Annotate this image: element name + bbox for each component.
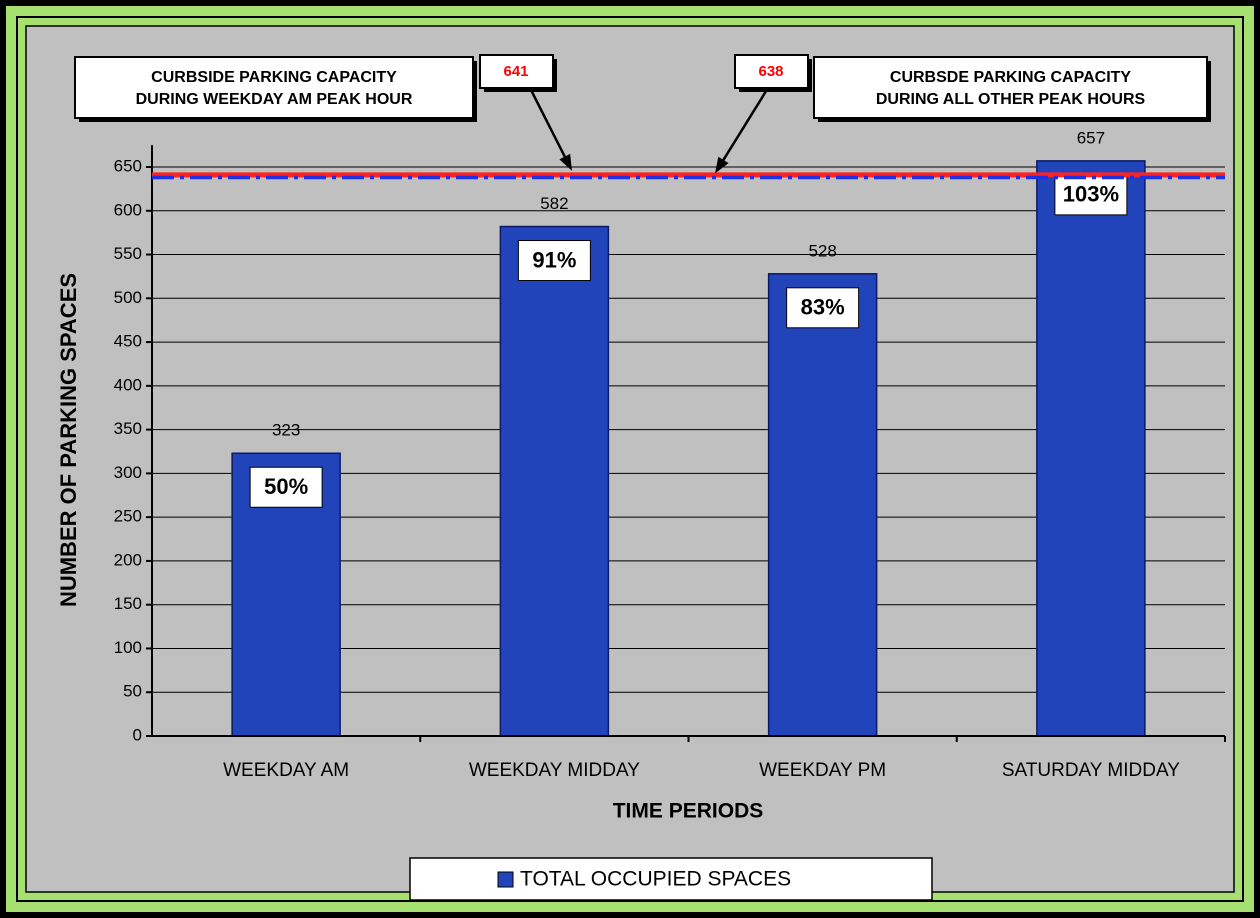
x-tick-label: WEEKDAY MIDDAY [469, 760, 640, 781]
x-tick-label: WEEKDAY AM [223, 760, 349, 781]
value-label: 528 [808, 241, 836, 260]
occupancy-box [249, 466, 323, 508]
occupancy-box [1054, 174, 1128, 216]
reference-value-label: 638 [758, 63, 783, 80]
occupancy-box [786, 287, 860, 329]
legend-box [409, 857, 933, 901]
value-label: 657 [1077, 128, 1105, 147]
y-tick-label: 300 [114, 463, 142, 482]
occupancy-label: 103% [1063, 182, 1119, 207]
y-tick-label: 400 [114, 375, 142, 394]
y-tick-label: 50 [123, 682, 142, 701]
y-tick-label: 250 [114, 507, 142, 526]
bar [767, 273, 878, 737]
bar [499, 225, 610, 737]
callout-arrow [717, 87, 770, 170]
callout-text: DURING WEEKDAY AM PEAK HOUR [136, 91, 413, 108]
y-tick-label: 0 [133, 725, 142, 744]
y-tick-label: 450 [114, 332, 142, 351]
y-tick-label: 350 [114, 419, 142, 438]
callout-box [813, 56, 1208, 119]
value-label: 582 [540, 194, 568, 213]
y-tick-label: 550 [114, 244, 142, 263]
y-tick-label: 100 [114, 638, 142, 657]
callout-arrow [528, 87, 571, 167]
value-box [734, 54, 809, 89]
legend-label: TOTAL OCCUPIED SPACES [520, 868, 791, 891]
frame-line [16, 16, 1244, 902]
x-axis-title: TIME PERIODS [613, 800, 764, 823]
occupancy-box [517, 240, 591, 282]
plot-panel [25, 25, 1235, 893]
y-tick-label: 600 [114, 200, 142, 219]
reference-value-label: 641 [503, 63, 528, 80]
x-tick-label: WEEKDAY PM [759, 760, 886, 781]
arrow-head [559, 153, 572, 171]
y-tick-label: 650 [114, 156, 142, 175]
bar [1036, 160, 1146, 737]
value-box [479, 54, 554, 89]
callout-text: CURBSIDE PARKING CAPACITY [151, 69, 397, 86]
callout-text: CURBSDE PARKING CAPACITY [890, 69, 1132, 86]
callout-text: DURING ALL OTHER PEAK HOURS [876, 91, 1146, 108]
y-tick-label: 500 [114, 288, 142, 307]
y-axis-title: NUMBER OF PARKING SPACES [56, 273, 81, 607]
callout-box [74, 56, 474, 119]
occupancy-label: 91% [532, 247, 576, 272]
x-tick-label: SATURDAY MIDDAY [1002, 760, 1180, 781]
legend-swatch [497, 871, 514, 888]
y-tick-label: 150 [114, 594, 142, 613]
occupancy-label: 83% [801, 295, 845, 320]
occupancy-label: 50% [264, 474, 308, 499]
arrow-head [715, 156, 729, 174]
value-label: 323 [272, 421, 300, 440]
y-tick-label: 200 [114, 550, 142, 569]
